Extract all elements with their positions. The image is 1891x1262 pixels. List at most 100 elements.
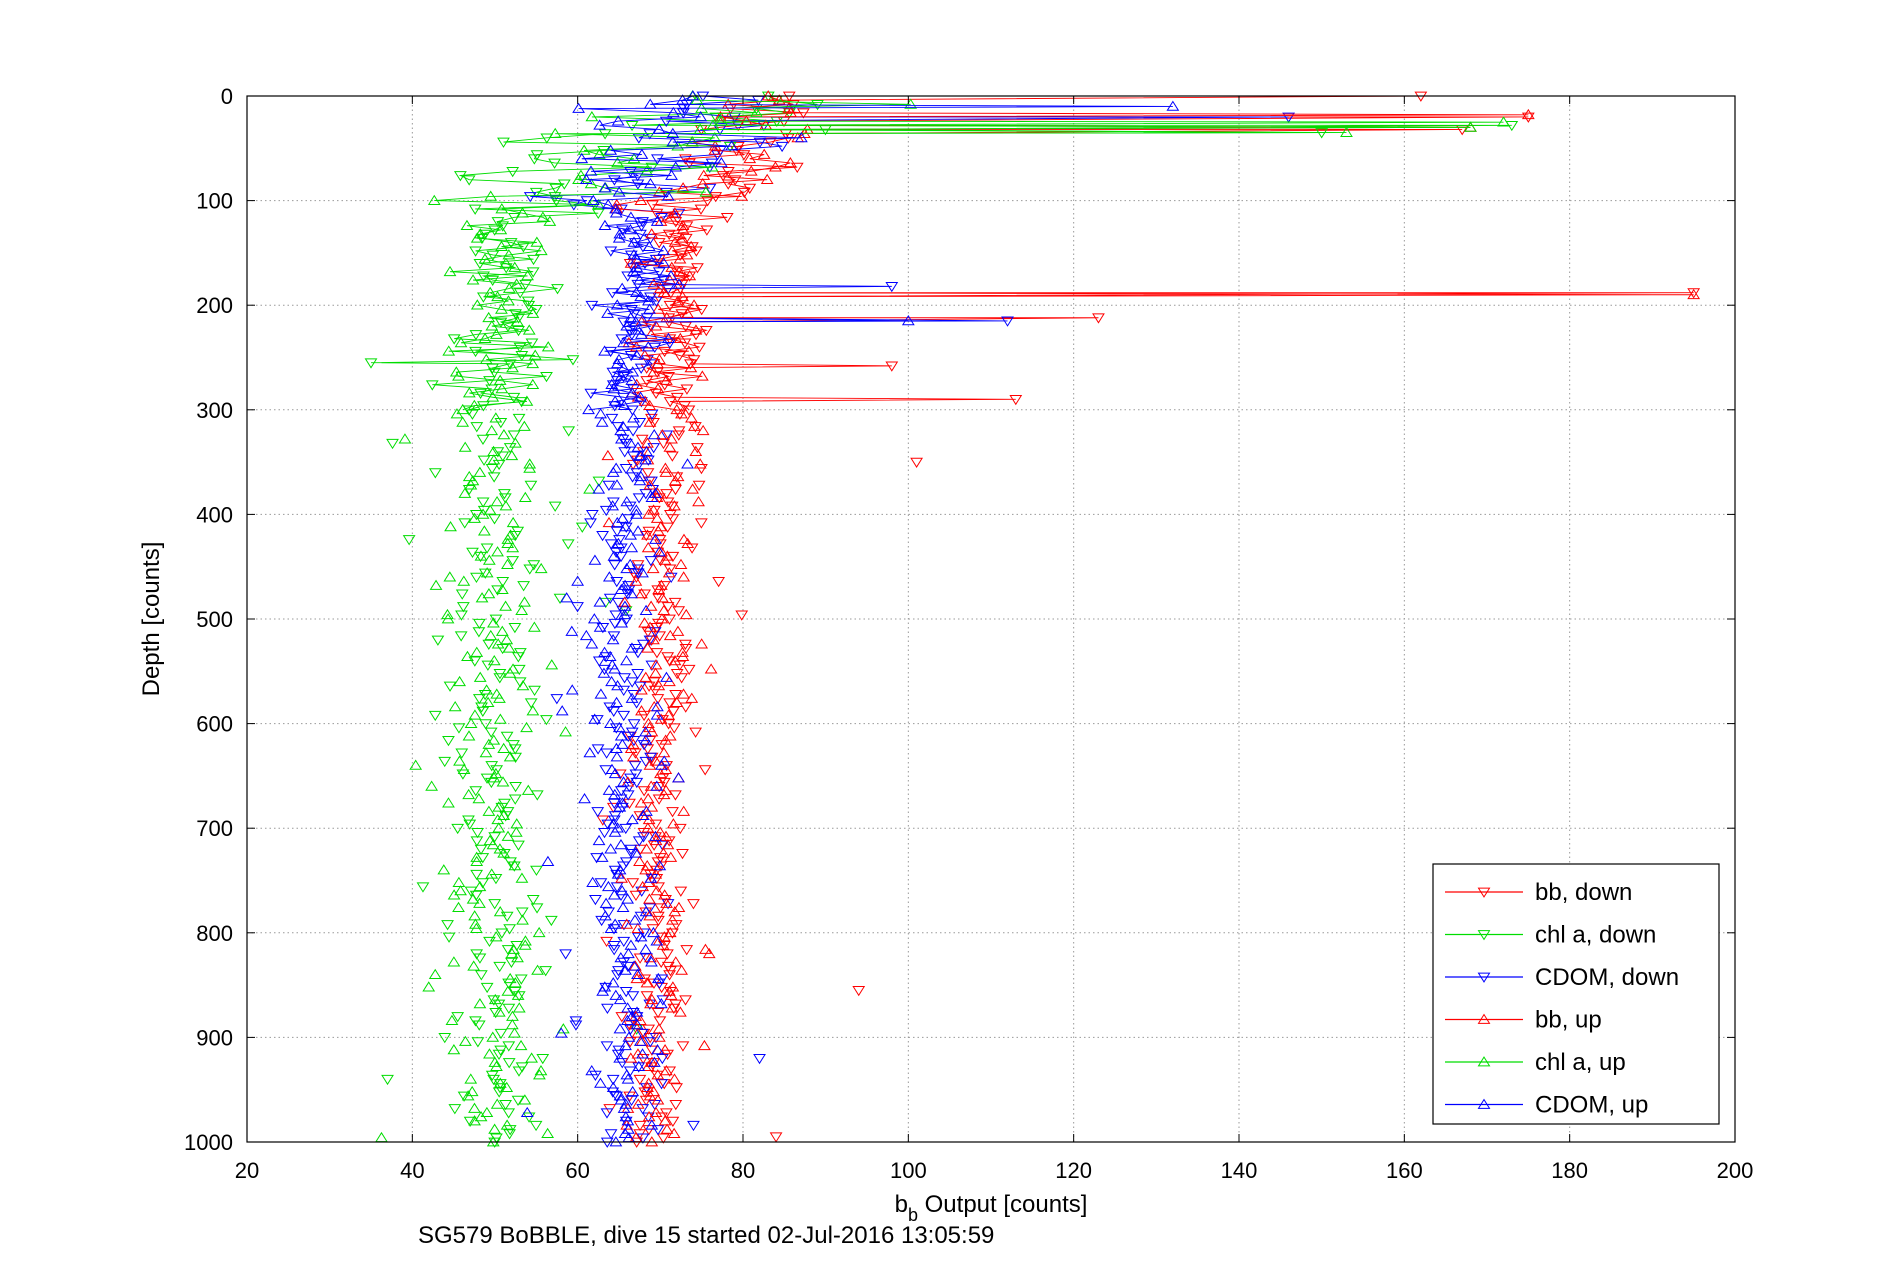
data-point [619,823,633,835]
data-point [453,755,466,766]
data-point [651,972,665,984]
data-point [661,602,675,613]
data-point [598,129,612,140]
data-point [586,194,600,205]
data-point [641,1081,654,1092]
data-point [604,539,618,550]
y-tick-label: 200 [196,293,233,318]
data-point [512,840,525,851]
data-point [651,547,665,558]
data-point [676,848,689,860]
data-point [601,880,615,892]
data-point [669,689,683,701]
data-point [651,1094,665,1105]
data-point [647,418,660,429]
data-point [676,290,689,302]
data-point [636,567,649,578]
data-point [721,179,735,190]
data-point [594,688,608,699]
data-point [670,696,684,708]
data-point [495,583,509,595]
data-point [595,416,609,427]
data-point [614,1094,628,1105]
series-line [370,95,1512,411]
data-point [632,836,646,847]
data-point [649,1106,663,1118]
data-point [644,177,657,189]
data-point [672,208,686,220]
data-point [469,330,483,341]
data-point [660,430,674,441]
data-point [620,654,633,666]
data-point [501,533,515,544]
data-point [661,522,675,533]
data-point [606,367,620,379]
data-point [514,974,528,985]
data-point [657,604,671,615]
data-point [479,719,493,730]
data-point [658,941,671,952]
data-point [672,772,685,783]
data-point [364,358,378,369]
data-point [589,894,602,906]
data-point [619,1116,633,1127]
data-point [466,893,480,904]
data-point [511,952,524,963]
data-point [598,664,611,676]
data-point [617,392,630,404]
data-point [619,1039,632,1051]
data-point [454,885,467,896]
data-point [651,1125,665,1136]
data-point [609,462,623,473]
data-point [901,314,915,326]
data-point [516,207,529,218]
data-point [615,1012,629,1023]
data-point [511,652,525,663]
data-point [680,945,694,956]
y-tick-label: 700 [196,816,233,841]
data-point [1282,112,1296,123]
data-point [673,823,687,835]
data-point [493,374,507,385]
data-point [610,516,624,528]
data-point [479,353,493,364]
data-point [689,445,703,456]
data-point [626,472,639,483]
data-point [631,968,644,979]
series-line [530,95,1289,411]
data-point [499,257,513,268]
data-point [544,915,558,927]
data-point [607,889,621,900]
data-point [664,989,678,1000]
y-tick-label: 400 [196,502,233,527]
data-point [677,805,691,816]
data-point [667,1127,681,1138]
data-point [454,336,468,348]
data-point [649,819,663,830]
data-point [502,1108,516,1119]
y-tick-label: 100 [196,189,233,214]
data-point [474,844,488,856]
data-point [505,957,518,968]
data-point [644,998,657,1009]
data-point [620,562,634,574]
data-point [650,154,664,165]
data-point [665,1002,679,1013]
data-point [620,1069,634,1080]
data-point [488,993,502,1005]
data-point [633,953,647,964]
data-point [491,638,505,649]
data-point [636,1133,650,1144]
data-point [545,659,559,670]
data-point [476,292,490,303]
data-point [566,355,580,366]
data-point [437,864,451,875]
data-point [675,232,689,243]
data-point [518,491,532,503]
data-point [497,742,511,754]
data-point [515,907,529,918]
data-point [492,1087,506,1098]
data-point [663,730,677,741]
data-point [630,349,644,360]
data-point [618,447,632,458]
